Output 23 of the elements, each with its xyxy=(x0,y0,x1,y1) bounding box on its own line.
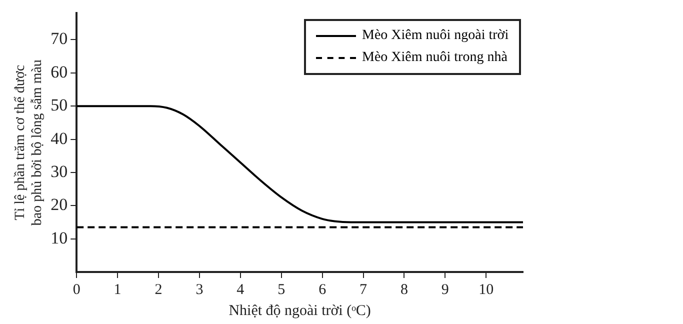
y-tick-label: 20 xyxy=(50,195,68,214)
x-tick-label: 2 xyxy=(154,282,162,298)
y-tick-label: 30 xyxy=(50,162,68,181)
x-tick-label: 4 xyxy=(236,282,245,298)
y-tick-label: 40 xyxy=(50,128,68,148)
x-tick-label: 0 xyxy=(72,282,80,298)
x-tick-label: 7 xyxy=(360,282,368,298)
y-tick-label: 60 xyxy=(50,62,68,82)
x-tick-label: 10 xyxy=(478,282,494,298)
x-tick-label: 3 xyxy=(196,282,204,298)
y-axis-title: Tỉ lệ phần trăm cơ thể được bao phủ bởi bộ lông sẫm màu xyxy=(13,60,45,226)
y-tick-label: 70 xyxy=(50,29,68,48)
x-tick-label: 5 xyxy=(278,282,286,298)
x-tick-label: 9 xyxy=(441,282,449,298)
x-axis-title: Nhiệt độ ngoài trời (ᵒC) xyxy=(228,302,371,319)
line-series xyxy=(76,105,523,224)
x-tick-label: 8 xyxy=(400,282,408,298)
x-tick-label: 6 xyxy=(318,282,327,298)
y-tick-label: 50 xyxy=(50,96,68,115)
x-tick-label: 1 xyxy=(114,282,122,298)
legend-label: Mèo Xiêm nuôi trong nhà xyxy=(362,49,508,68)
y-tick-label: 10 xyxy=(50,228,68,248)
legend-label: Mèo Xiêm nuôi ngoài trời xyxy=(362,27,509,46)
